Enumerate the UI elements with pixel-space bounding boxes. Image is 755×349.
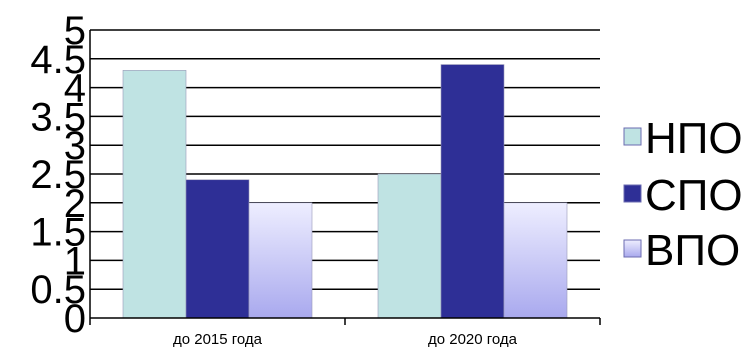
bar-ВПО-0 — [248, 202, 313, 319]
bar-СПО-1 — [440, 64, 505, 319]
y-tick-label: 5 — [64, 9, 86, 53]
bar-НПО-0 — [122, 70, 187, 319]
bar-ВПО-1 — [503, 202, 568, 319]
legend-swatch — [623, 184, 642, 203]
y-tick-label: 4.5 — [30, 38, 86, 82]
bar-СПО-0 — [185, 179, 250, 319]
legend-swatch — [623, 127, 642, 146]
y-tick-label: 3.5 — [30, 95, 86, 139]
y-tick-label: 2 — [64, 182, 86, 226]
legend-label: ВПО — [645, 226, 740, 275]
bars — [122, 64, 568, 319]
y-tick-label: 0 — [64, 297, 86, 341]
y-tick-label: 3 — [64, 124, 86, 168]
x-category-label: до 2015 года — [173, 331, 263, 348]
legend-swatch — [623, 239, 642, 258]
x-axis-categories: до 2015 года до 2020 года — [173, 331, 518, 348]
y-axis-ticks: 00.511.522.533.544.55 — [30, 9, 86, 341]
legend-label: НПО — [645, 114, 743, 163]
y-tick-label: 4 — [64, 67, 86, 111]
bar-НПО-1 — [377, 173, 442, 319]
y-tick-label: 0.5 — [30, 268, 86, 312]
y-tick-label: 2.5 — [30, 153, 86, 197]
legend: НПО СПО ВПО — [623, 114, 743, 275]
axes — [89, 30, 601, 325]
y-tick-label: 1 — [64, 239, 86, 283]
legend-label: СПО — [645, 171, 743, 220]
x-category-label: до 2020 года — [428, 331, 518, 348]
y-tick-label: 1.5 — [30, 211, 86, 255]
